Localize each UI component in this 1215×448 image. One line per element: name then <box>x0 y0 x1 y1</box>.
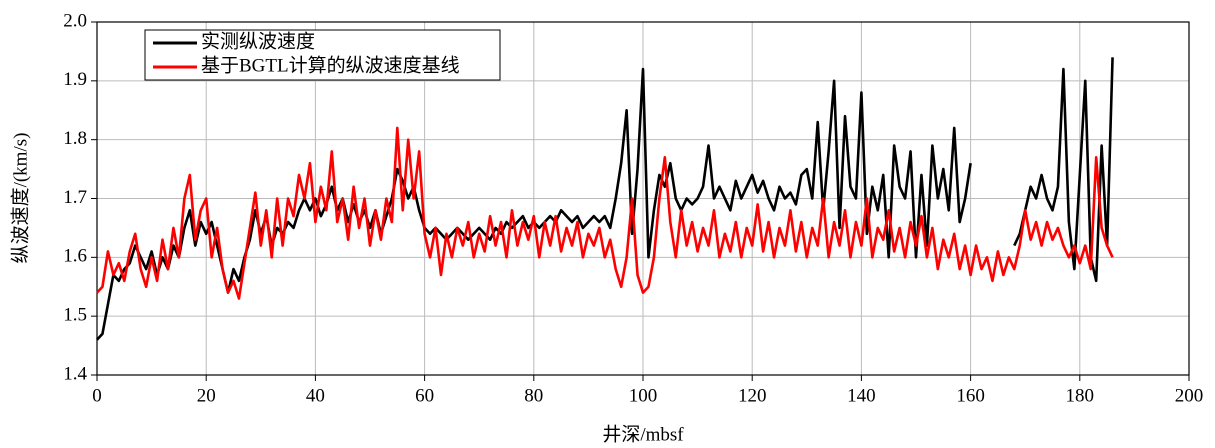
x-axis-label: 井深/mbsf <box>602 423 684 445</box>
plot-frame <box>96 21 1190 376</box>
x-tick-label: 140 <box>847 385 876 406</box>
x-tick-label: 180 <box>1066 385 1095 406</box>
x-tick-label: 100 <box>629 385 658 406</box>
x-tick-label: 120 <box>738 385 767 406</box>
series-line <box>96 126 1114 300</box>
x-tick-label: 200 <box>1175 385 1204 406</box>
x-tick-label: 80 <box>524 385 543 406</box>
legend-label: 实测纵波速度 <box>201 30 315 52</box>
y-tick-label: 1.4 <box>63 363 87 384</box>
y-tick-label: 1.8 <box>63 128 87 149</box>
x-tick-label: 60 <box>415 385 434 406</box>
y-tick-label: 1.6 <box>63 246 87 267</box>
legend-label: 基于BGTL计算的纵波速度基线 <box>201 54 460 76</box>
y-axis-label: 纵波速度/(km/s) <box>9 133 31 264</box>
x-tick-label: 0 <box>92 385 102 406</box>
y-tick-label: 1.5 <box>63 305 87 326</box>
x-tick-label: 160 <box>956 385 985 406</box>
x-tick-label: 40 <box>306 385 325 406</box>
x-tick-label: 20 <box>197 385 216 406</box>
y-tick-label: 2.0 <box>63 10 87 31</box>
legend-box <box>144 29 501 81</box>
y-tick-label: 1.7 <box>63 187 87 208</box>
y-tick-label: 1.9 <box>63 69 87 90</box>
